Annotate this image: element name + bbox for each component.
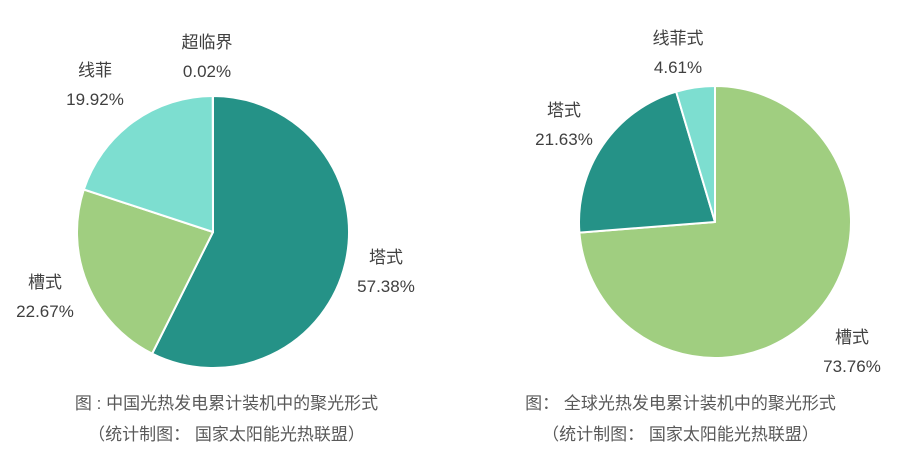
slice-value: 0.02% — [182, 62, 232, 81]
chart-subtitle: （统计制图： 国家太阳能光热联盟） — [88, 425, 365, 444]
slice-name: 塔式 — [546, 101, 581, 120]
slice-value: 4.61% — [653, 58, 703, 77]
slice-name: 线菲 — [77, 61, 112, 80]
china-pie-chart — [76, 94, 350, 369]
pie-label-trough: 槽式 22.67% — [16, 268, 74, 326]
slice-name: 槽式 — [834, 328, 869, 347]
slice-value: 57.38% — [357, 277, 415, 296]
slice-name: 塔式 — [368, 248, 403, 267]
slice-value: 73.76% — [823, 357, 881, 376]
slice-value: 19.92% — [66, 90, 124, 109]
pie-slice — [76, 188, 214, 355]
global-pie-chart — [578, 85, 852, 359]
pie-slice — [675, 85, 716, 223]
pie-slice — [151, 95, 350, 369]
slice-name: 超临界 — [181, 33, 233, 52]
pie-label-tower: 塔式 57.38% — [357, 243, 415, 301]
pie-label-linear-fresnel: 线菲式 4.61% — [653, 24, 704, 82]
chart-title: 图： 全球光热发电累计装机中的聚光形式 — [525, 394, 836, 413]
pie-slice — [578, 90, 716, 234]
chart-subtitle: （统计制图： 国家太阳能光热联盟） — [542, 425, 819, 444]
global-chart-panel: 线菲式 4.61% 塔式 21.63% 槽式 73.76% 图： 全球光热发电累… — [454, 0, 907, 469]
slice-value: 22.67% — [16, 302, 74, 321]
chart-caption-block: 图： 全球光热发电累计装机中的聚光形式 （统计制图： 国家太阳能光热联盟） — [454, 388, 907, 450]
slice-value: 21.63% — [535, 130, 593, 149]
china-chart-panel: 超临界 0.02% 线菲 19.92% 塔式 57.38% 槽式 22.67% … — [0, 0, 453, 469]
pie-label-tower: 塔式 21.63% — [535, 96, 593, 154]
slice-name: 线菲式 — [652, 29, 704, 48]
pie-slice — [82, 95, 214, 233]
chart-caption-block: 图 : 中国光热发电累计装机中的聚光形式 （统计制图： 国家太阳能光热联盟） — [0, 388, 453, 450]
slice-name: 槽式 — [27, 273, 62, 292]
chart-title: 图 : 中国光热发电累计装机中的聚光形式 — [74, 394, 379, 413]
pie-label-supercritical: 超临界 0.02% — [182, 28, 233, 86]
pie-label-linear-fresnel: 线菲 19.92% — [66, 56, 124, 114]
pie-label-trough: 槽式 73.76% — [823, 323, 881, 381]
